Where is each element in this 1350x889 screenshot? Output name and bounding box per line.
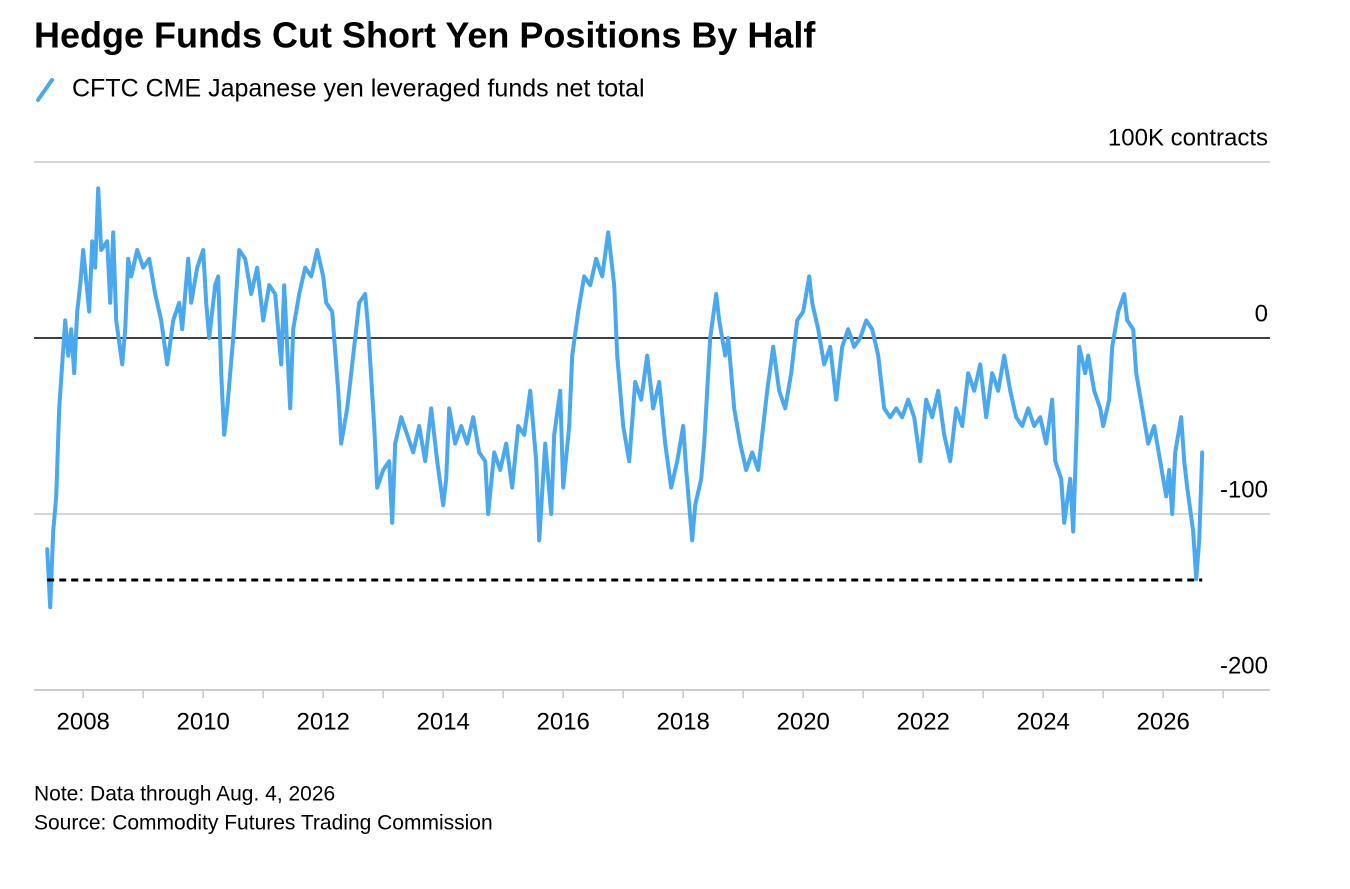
y-tick-label: 100K contracts: [1108, 124, 1268, 151]
x-tick-label: 2020: [777, 708, 830, 735]
x-tick-label: 2010: [177, 708, 230, 735]
x-tick-label: 2022: [897, 708, 950, 735]
x-tick-label: 2008: [57, 708, 110, 735]
x-tick-label: 2016: [537, 708, 590, 735]
source: Source: Commodity Futures Trading Commis…: [34, 812, 493, 835]
x-tick-label: 2024: [1017, 708, 1070, 735]
legend-swatch: [36, 78, 54, 102]
x-tick-label: 2014: [417, 708, 470, 735]
x-tick-label: 2012: [297, 708, 350, 735]
note: Note: Data through Aug. 4, 2026: [34, 783, 335, 806]
y-tick-label: 0: [1255, 300, 1268, 327]
data-line: [45, 186, 1205, 610]
x-tick-label: 2018: [657, 708, 710, 735]
x-tick-label: 2026: [1137, 708, 1190, 735]
legend-label: CFTC CME Japanese yen leveraged funds ne…: [72, 75, 645, 103]
chart-title: Hedge Funds Cut Short Yen Positions By H…: [34, 15, 816, 56]
y-tick-label: -100: [1220, 476, 1268, 503]
y-tick-label: -200: [1220, 652, 1268, 679]
